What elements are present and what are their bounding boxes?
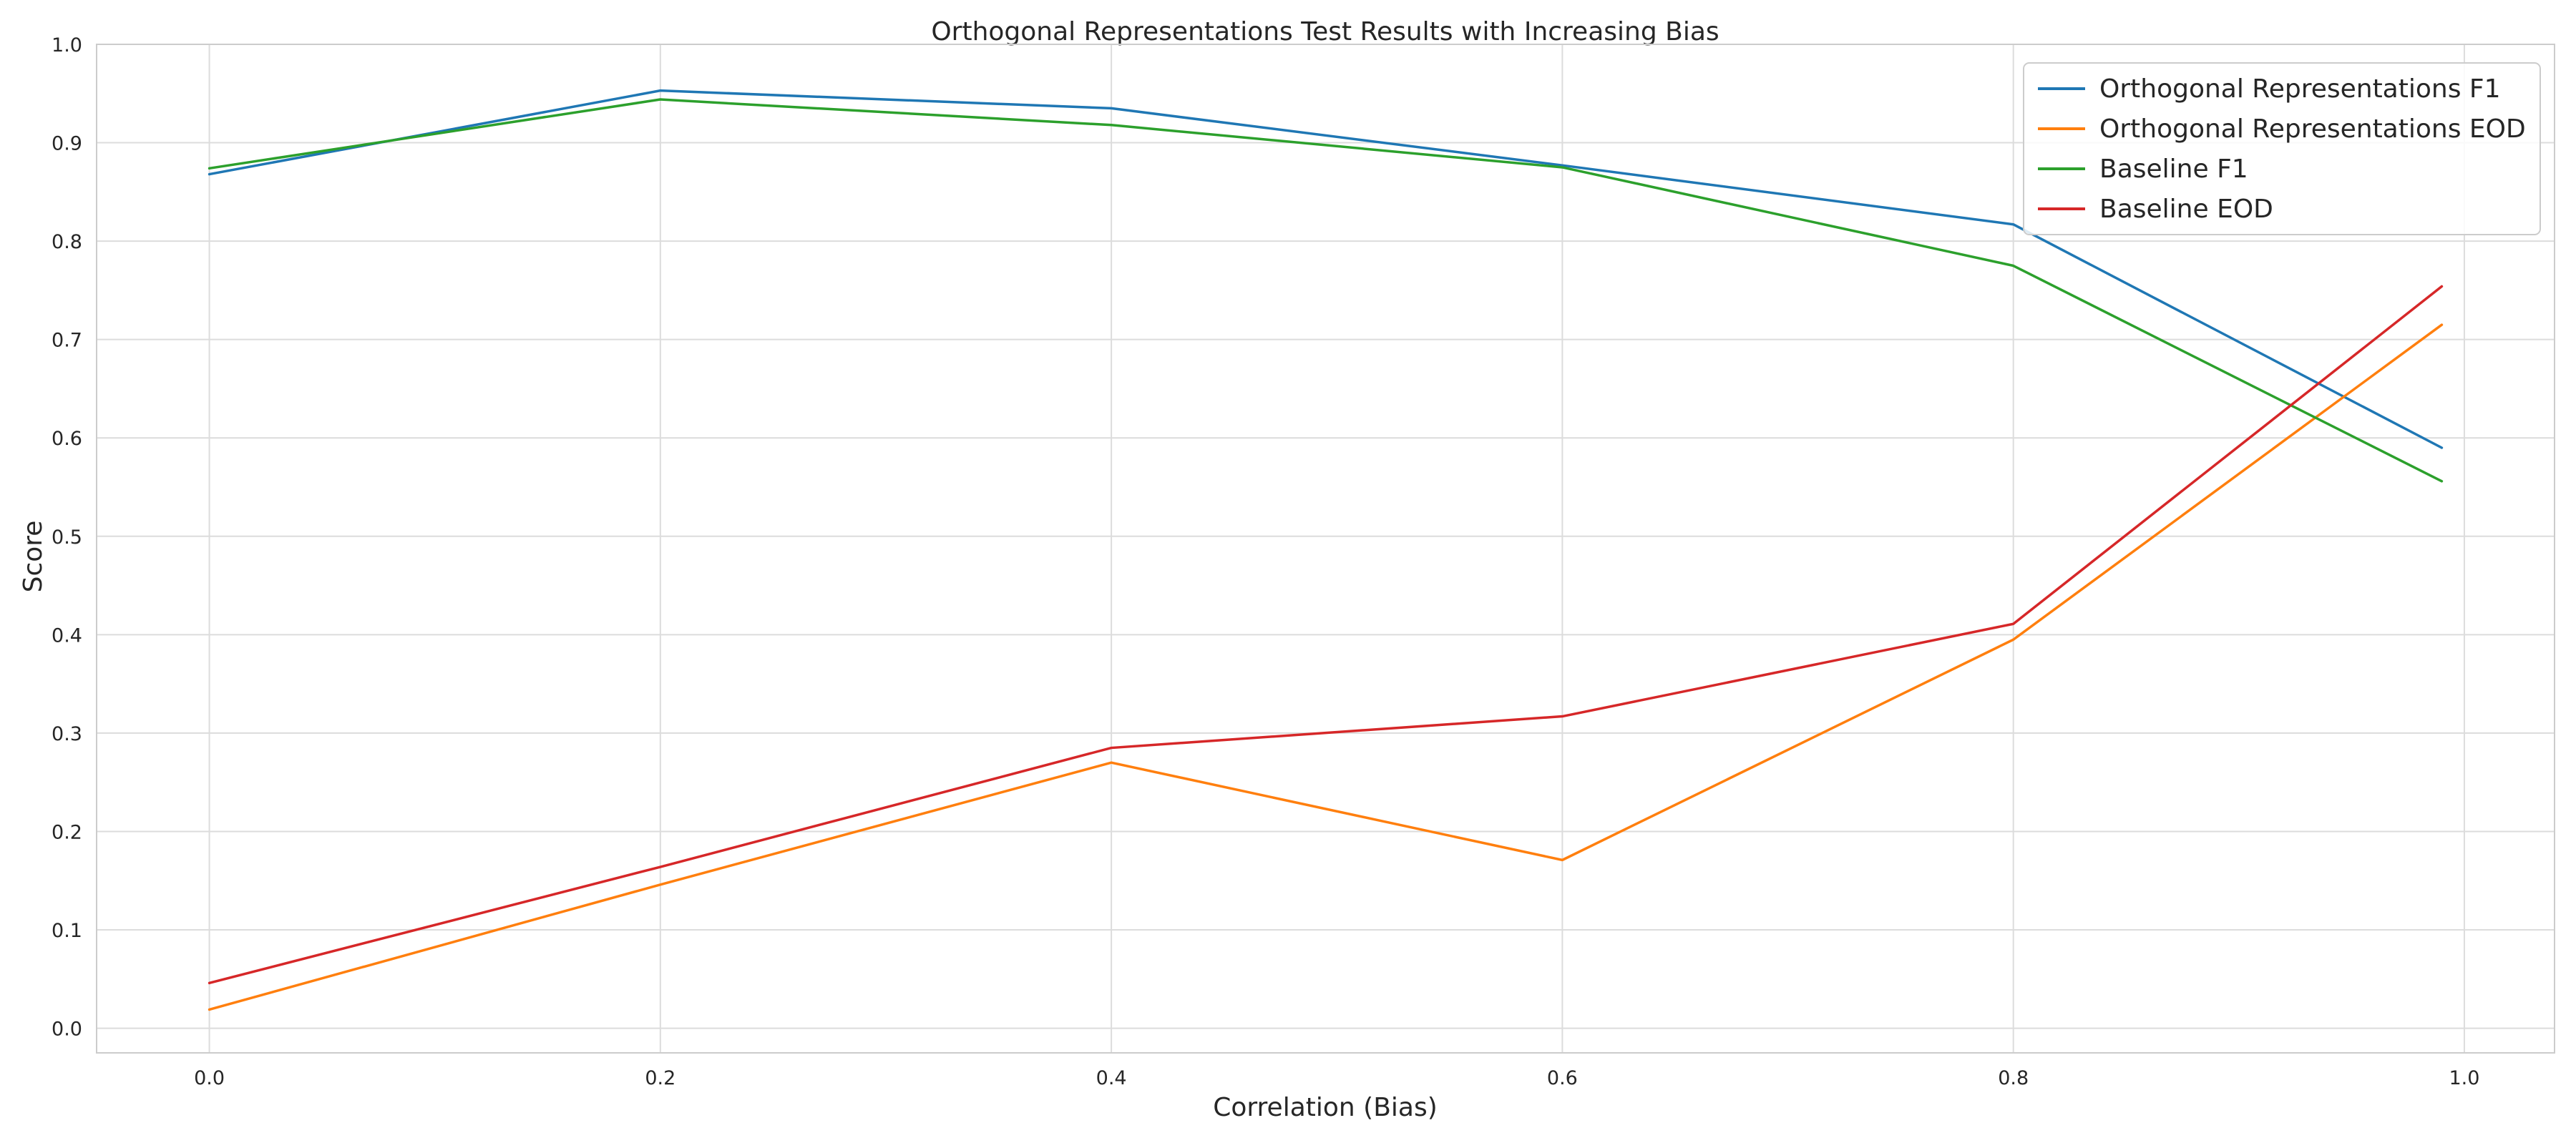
legend-label: Orthogonal Representations F1	[2099, 74, 2501, 104]
x-axis-label: Correlation (Bias)	[1213, 1093, 1438, 1122]
series-line-4	[208, 285, 2444, 985]
legend-label: Orthogonal Representations EOD	[2099, 114, 2526, 144]
series-line-3	[208, 98, 2444, 483]
legend-label: Baseline F1	[2099, 154, 2248, 184]
x-tick-label: 0.4	[1096, 1067, 1127, 1089]
y-tick-label: 0.3	[52, 723, 82, 745]
legend: Orthogonal Representations F1 Orthogonal …	[2023, 62, 2541, 235]
y-tick-label: 0.8	[52, 231, 82, 253]
legend-box	[2023, 62, 2541, 235]
chart-title: Orthogonal Representations Test Results …	[931, 17, 1719, 46]
y-tick-label: 0.1	[52, 920, 82, 942]
y-tick-label: 0.6	[52, 428, 82, 450]
series-line-1	[208, 89, 2444, 449]
y-tick-label: 0.7	[52, 330, 82, 352]
x-tick-label: 0.8	[1998, 1067, 2029, 1089]
x-tick-label: 0.2	[645, 1067, 675, 1089]
y-tick-label: 1.0	[52, 34, 82, 57]
y-tick-label: 0.9	[52, 133, 82, 155]
y-tick-label: 0.5	[52, 526, 82, 549]
legend-label: Baseline EOD	[2099, 195, 2273, 224]
y-tick-label: 0.4	[52, 624, 82, 647]
y-axis-label: Score	[19, 521, 48, 593]
x-tick-label: 1.0	[2449, 1067, 2479, 1089]
y-tick-label: 0.0	[52, 1019, 82, 1041]
x-tick-label: 0.0	[194, 1067, 225, 1089]
y-tick-label: 0.2	[52, 821, 82, 843]
plot-frame	[96, 44, 2555, 1054]
x-tick-label: 0.6	[1547, 1067, 1578, 1089]
tick-labels: 0.0 0.2 0.4 0.6 0.8 1.0 0.0 0.1 0.2 0.3 0.4 0.5 0.6 0…	[52, 34, 2479, 1089]
series-lines	[208, 89, 2444, 1011]
series-line-2	[208, 323, 2444, 1011]
